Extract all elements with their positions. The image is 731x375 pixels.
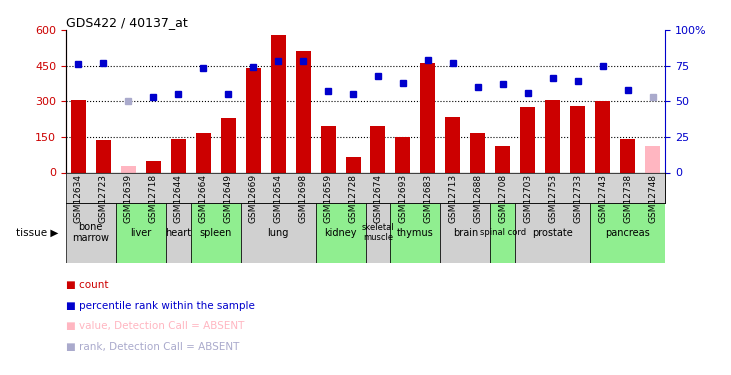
Bar [166, 202, 191, 262]
Text: GSM12743: GSM12743 [598, 174, 607, 223]
Bar [445, 117, 461, 172]
Bar [395, 137, 411, 172]
Text: GSM12728: GSM12728 [349, 174, 357, 223]
Bar [520, 107, 535, 172]
Text: lung: lung [268, 228, 289, 237]
Bar [196, 134, 211, 172]
Bar [645, 146, 660, 172]
Bar [191, 202, 240, 262]
Text: ■ rank, Detection Call = ABSENT: ■ rank, Detection Call = ABSENT [66, 342, 239, 352]
Text: GSM12733: GSM12733 [573, 174, 583, 223]
Text: ■ count: ■ count [66, 280, 108, 290]
Bar [390, 202, 440, 262]
Text: GSM12688: GSM12688 [474, 174, 482, 223]
Bar [366, 202, 390, 262]
Text: GSM12748: GSM12748 [648, 174, 657, 223]
Text: spinal cord: spinal cord [480, 228, 526, 237]
Bar [96, 141, 111, 172]
Text: ■ percentile rank within the sample: ■ percentile rank within the sample [66, 301, 254, 310]
Bar [66, 202, 115, 262]
Bar [346, 157, 360, 172]
Text: GDS422 / 40137_at: GDS422 / 40137_at [66, 16, 188, 29]
Text: skeletal
muscle: skeletal muscle [362, 223, 394, 242]
Text: GSM12639: GSM12639 [124, 174, 133, 223]
Text: GSM12693: GSM12693 [398, 174, 407, 223]
Text: GSM12664: GSM12664 [199, 174, 208, 223]
Bar [371, 126, 385, 172]
Bar [221, 118, 235, 172]
Text: GSM12669: GSM12669 [249, 174, 257, 223]
Text: ■ value, Detection Call = ABSENT: ■ value, Detection Call = ABSENT [66, 321, 244, 331]
Text: spleen: spleen [200, 228, 232, 237]
Bar [170, 139, 186, 172]
Bar [121, 166, 136, 172]
Text: GSM12723: GSM12723 [99, 174, 107, 223]
Bar [591, 202, 665, 262]
Bar [316, 202, 366, 262]
Bar [71, 100, 86, 172]
Bar [545, 100, 561, 172]
Text: prostate: prostate [532, 228, 573, 237]
Bar [320, 126, 336, 172]
Text: GSM12649: GSM12649 [224, 174, 232, 223]
Text: GSM12654: GSM12654 [273, 174, 283, 223]
Bar [240, 202, 316, 262]
Bar [491, 202, 515, 262]
Text: kidney: kidney [325, 228, 357, 237]
Text: GSM12683: GSM12683 [423, 174, 433, 223]
Text: pancreas: pancreas [605, 228, 650, 237]
Bar [496, 146, 510, 172]
Text: GSM12698: GSM12698 [298, 174, 308, 223]
Bar [620, 139, 635, 172]
Text: GSM12713: GSM12713 [448, 174, 458, 223]
Text: GSM12753: GSM12753 [548, 174, 557, 223]
Text: GSM12708: GSM12708 [499, 174, 507, 223]
Text: tissue ▶: tissue ▶ [16, 228, 58, 237]
Text: GSM12703: GSM12703 [523, 174, 532, 223]
Text: GSM12674: GSM12674 [374, 174, 382, 223]
Text: GSM12738: GSM12738 [624, 174, 632, 223]
Bar [440, 202, 491, 262]
Text: GSM12718: GSM12718 [148, 174, 158, 223]
Bar [246, 68, 260, 172]
Text: heart: heart [165, 228, 192, 237]
Bar [420, 63, 436, 173]
Text: brain: brain [452, 228, 478, 237]
Bar [595, 101, 610, 172]
Text: GSM12644: GSM12644 [174, 174, 183, 223]
Text: bone
marrow: bone marrow [72, 222, 109, 243]
Bar [471, 134, 485, 172]
Text: GSM12634: GSM12634 [74, 174, 83, 223]
Text: GSM12659: GSM12659 [324, 174, 333, 223]
Bar [295, 51, 311, 172]
Text: thymus: thymus [397, 228, 433, 237]
Bar [115, 202, 166, 262]
Bar [270, 35, 286, 172]
Bar [570, 106, 586, 172]
Bar [145, 161, 161, 172]
Bar [515, 202, 591, 262]
Text: liver: liver [130, 228, 151, 237]
